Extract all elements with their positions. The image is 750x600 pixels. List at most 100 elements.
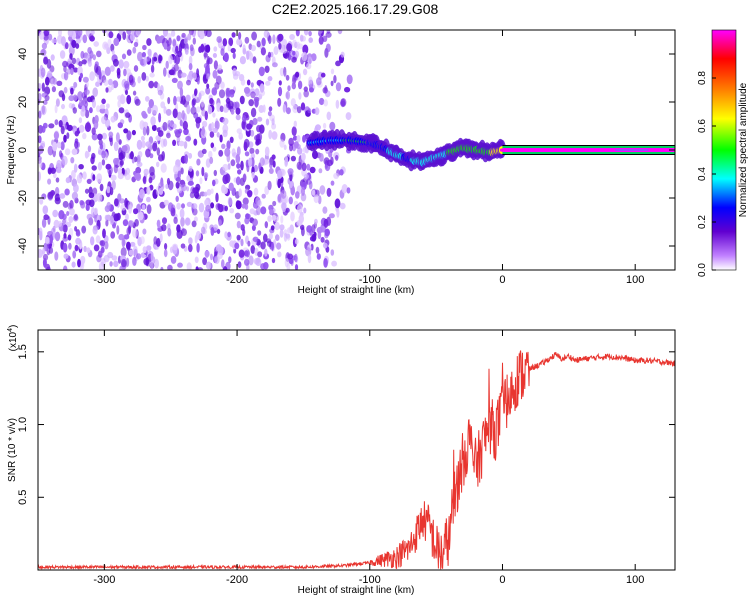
noise-speck [203,52,208,58]
noise-speck [276,34,282,44]
noise-speck [74,226,78,232]
noise-speck [133,41,139,48]
noise-speck [114,198,119,207]
noise-speck [166,177,171,186]
noise-speck [195,120,200,129]
noise-speck [119,160,124,166]
noise-speck [92,54,97,61]
noise-speck [187,180,194,186]
noise-speck [152,142,158,152]
noise-speck [125,89,128,96]
noise-speck [340,98,347,107]
noise-speck [272,160,276,168]
noise-speck [125,167,131,175]
noise-speck [124,173,131,181]
noise-speck [230,47,236,54]
noise-speck [232,67,237,77]
noise-speck [260,206,267,215]
noise-speck [232,52,236,59]
noise-speck [284,158,288,167]
noise-speck [64,148,71,156]
noise-speck [288,137,294,147]
noise-speck [142,246,147,254]
noise-speck [176,229,183,239]
noise-speck [198,92,202,100]
noise-speck [329,121,336,131]
noise-speck [212,127,218,133]
noise-speck [271,118,275,126]
noise-speck [131,158,135,164]
noise-speck [168,54,173,65]
noise-speck [263,159,270,165]
noise-speck [54,104,58,114]
noise-speck [346,74,353,85]
noise-speck [122,239,126,246]
noise-speck [50,167,56,174]
noise-speck [186,262,192,270]
noise-speck [63,253,69,259]
noise-speck [98,149,103,155]
noise-speck [94,61,99,68]
noise-speck [175,45,179,54]
noise-speck [330,180,335,186]
noise-speck [290,98,296,107]
noise-speck [173,164,180,175]
noise-speck [238,32,242,40]
noise-speck [295,30,300,37]
noise-speck [263,30,270,38]
noise-speck [224,147,231,157]
noise-speck [218,149,224,157]
noise-speck [58,150,63,158]
noise-speck [189,191,195,199]
noise-speck [113,37,120,47]
noise-speck [96,214,101,222]
noise-speck [253,164,258,173]
noise-speck [181,203,185,209]
noise-speck [237,169,242,175]
noise-speck [156,147,160,156]
noise-speck [89,50,94,59]
noise-speck [71,191,78,200]
noise-speck [227,44,231,52]
noise-speck [130,32,135,42]
noise-speck [145,141,151,148]
noise-speck [78,164,84,170]
noise-speck [255,140,260,146]
noise-speck [326,187,332,197]
noise-speck [134,98,141,106]
noise-speck [294,238,299,245]
noise-speck [53,172,57,179]
noise-speck [252,56,257,64]
noise-speck [149,166,155,177]
colorbar-gradient [711,29,737,271]
noise-speck [303,173,309,180]
noise-speck [269,209,274,216]
noise-speck [191,72,198,78]
y-tick-label: 0 [17,147,29,153]
noise-speck [140,135,145,141]
noise-speck [58,30,62,37]
noise-speck [42,205,49,215]
noise-speck [58,210,65,220]
noise-speck [281,48,287,54]
noise-speck [278,80,282,86]
noise-speck [229,240,235,248]
noise-speck [235,107,241,115]
noise-speck [256,124,262,133]
noise-speck [54,119,59,126]
noise-speck [143,168,149,176]
noise-speck [212,179,216,187]
noise-speck [103,79,109,86]
noise-speck [172,139,177,146]
noise-speck [316,253,321,260]
noise-speck [257,199,262,207]
noise-speck [81,105,85,112]
noise-speck [271,257,276,264]
noise-speck [173,216,178,224]
noise-speck [280,215,284,224]
noise-speck [305,247,312,257]
noise-speck [101,98,106,105]
noise-speck [132,256,137,266]
noise-speck [290,211,295,222]
noise-speck [214,120,220,130]
